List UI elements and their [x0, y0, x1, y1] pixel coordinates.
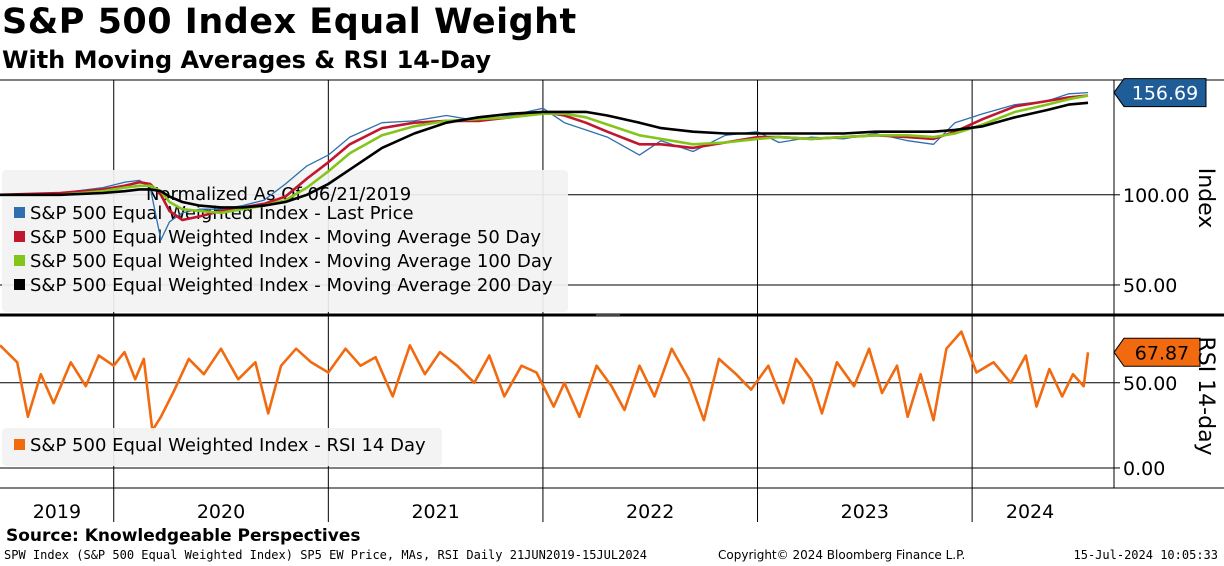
y-tick-label: 100.00 [1123, 185, 1189, 207]
x-tick-label: 2024 [1006, 501, 1054, 523]
rsi-last-value-label: 67.87 [1135, 342, 1189, 364]
rsi-last-value-tag [1113, 337, 1201, 367]
chart-title: S&P 500 Index Equal Weight [2, 2, 577, 42]
price-last-value-tag [1113, 78, 1207, 108]
footer-timestamp: 15-Jul-2024 10:05:33 [1073, 548, 1219, 562]
price-legend-title: Normalized As Of 06/21/2019 [146, 184, 411, 205]
y-tick-label: 0.00 [1123, 458, 1165, 480]
legend-label-ma50: S&P 500 Equal Weighted Index - Moving Av… [30, 227, 541, 248]
x-tick-label: 2022 [626, 501, 674, 523]
price-legend-box [2, 170, 568, 312]
x-tick-label: 2020 [197, 501, 245, 523]
chart-subtitle: With Moving Averages & RSI 14-Day [2, 46, 491, 74]
footer-description: SPW Index (S&P 500 Equal Weighted Index)… [4, 548, 647, 562]
y-tick-labels: 50.00 100.00 0.00 50.00 [1123, 185, 1189, 480]
rsi-series-lines [0, 330, 1090, 432]
legend-swatch-price [14, 207, 25, 218]
last-value-tags: 156.69 67.87 [1113, 78, 1207, 367]
legend-swatch-rsi [14, 439, 25, 450]
x-tick-label: 2019 [33, 501, 81, 523]
rsi-axis-title: RSI 14-day [1193, 336, 1218, 455]
legend-swatch-ma100 [14, 255, 25, 266]
panel-frames [0, 79, 1224, 489]
price-last-value-label: 156.69 [1132, 83, 1198, 105]
y-tick-label: 50.00 [1123, 373, 1177, 395]
footer-copyright: Copyright© 2024 Bloomberg Finance L.P. [718, 548, 966, 562]
rsi-legend: S&P 500 Equal Weighted Index - RSI 14 Da… [2, 428, 442, 466]
x-tick-label: 2021 [411, 501, 459, 523]
legend-label-rsi: S&P 500 Equal Weighted Index - RSI 14 Da… [30, 435, 426, 456]
price-series-lines [0, 91, 1089, 241]
legend-swatch-ma200 [14, 279, 25, 290]
rsi-legend-box [2, 428, 442, 466]
series-line-rsi [0, 330, 1090, 432]
y-tick-label: 50.00 [1123, 275, 1177, 297]
x-axis: 2019 2020 2021 2022 2023 2024 [33, 488, 1054, 523]
price-axis-title: Index [1193, 168, 1218, 229]
source-note: Source: Knowledgeable Perspectives [6, 526, 361, 546]
legend-swatch-ma50 [14, 231, 25, 242]
legend-label-ma100: S&P 500 Equal Weighted Index - Moving Av… [30, 251, 553, 272]
legend-label-ma200: S&P 500 Equal Weighted Index - Moving Av… [30, 275, 553, 296]
x-tick-label: 2023 [841, 501, 889, 523]
